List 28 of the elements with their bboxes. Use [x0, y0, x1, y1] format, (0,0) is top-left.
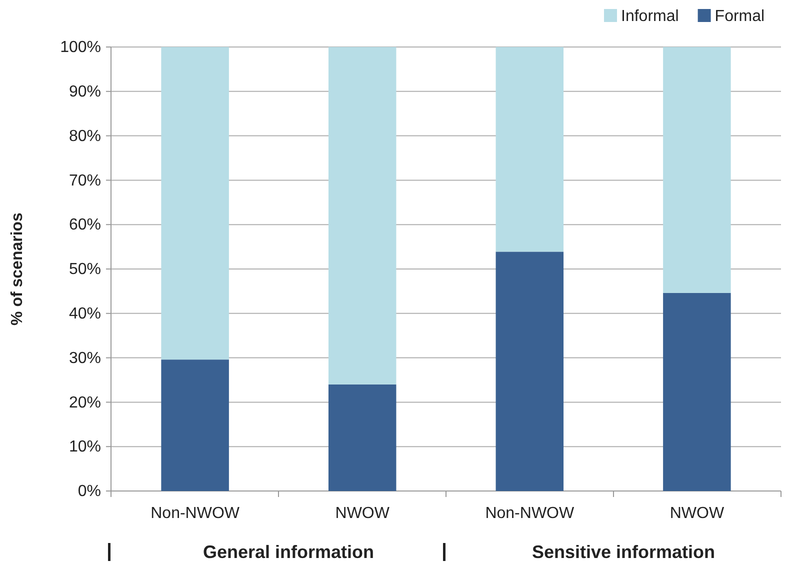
x-tick-label: Non-NWOW	[150, 505, 240, 522]
y-tick-label: 60%	[68, 216, 101, 234]
y-tick-label: 70%	[68, 172, 101, 190]
y-tick-label: 40%	[68, 306, 101, 323]
y-tick-label: 20%	[68, 394, 101, 412]
legend-label: Informal	[621, 8, 679, 25]
x-tick-label: NWOW	[670, 505, 725, 522]
y-tick-label: 0%	[78, 483, 101, 500]
text: General information	[202, 542, 374, 562]
legend-label: Formal	[714, 8, 765, 25]
y-tick-label: 90%	[68, 84, 101, 101]
y-tick-label: 100%	[60, 39, 101, 56]
x-tick-label: NWOW	[335, 505, 390, 522]
y-tick-label: 10%	[68, 438, 101, 456]
bar	[663, 292, 731, 491]
bar	[161, 360, 229, 491]
bar	[496, 47, 564, 252]
y-tick-label: 80%	[68, 128, 101, 145]
bar	[496, 252, 564, 491]
x-tick-label: Non-NWOW	[485, 505, 575, 522]
bar	[663, 47, 731, 293]
bar	[328, 384, 396, 491]
bar	[161, 47, 229, 360]
bar	[328, 47, 396, 384]
text: Sensitive information	[532, 542, 716, 562]
y-tick-label: 30%	[68, 350, 101, 367]
y-tick-label: 50%	[68, 261, 101, 278]
y-axis-title: % of scenarios	[9, 212, 26, 326]
